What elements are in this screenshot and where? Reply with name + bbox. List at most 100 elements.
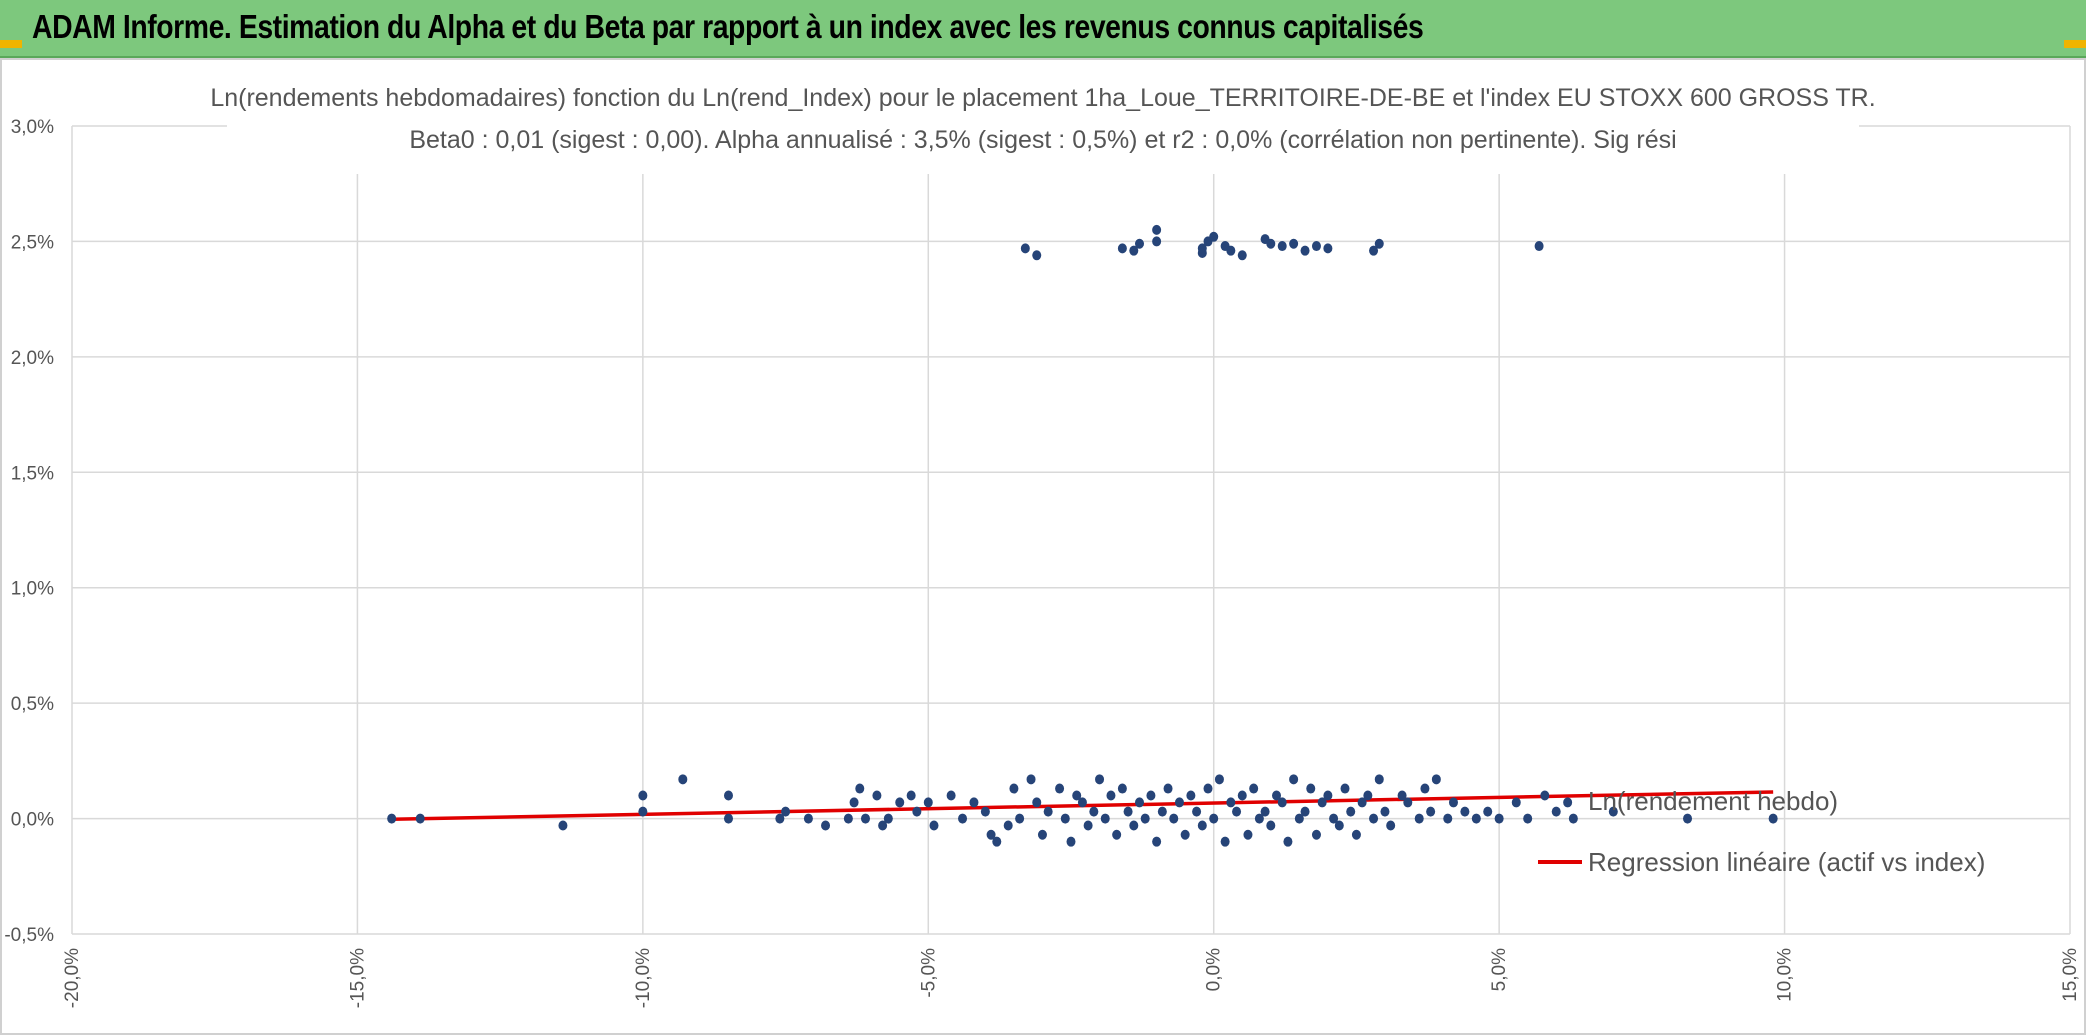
data-point: [1003, 820, 1013, 831]
data-point: [415, 813, 425, 824]
data-point: [1369, 813, 1379, 824]
data-point: [1055, 783, 1065, 794]
data-point: [1043, 806, 1053, 817]
data-point: [1220, 836, 1230, 847]
data-point: [1226, 245, 1236, 256]
data-point: [1397, 790, 1407, 801]
x-tick-label: -10,0%: [633, 948, 654, 1008]
data-point: [1386, 820, 1396, 831]
data-point: [1534, 241, 1544, 252]
data-point: [1374, 238, 1384, 249]
data-point: [1403, 797, 1413, 808]
chart-area: 3,0% 2,5% 2,0% 1,5% 1,0% 0,5% 0,0% -0,5% -20,0% -…: [0, 58, 2086, 1035]
data-point: [1471, 813, 1481, 824]
chart-title-line-1: Ln(rendements hebdomadaires) fonction du…: [210, 84, 1875, 112]
data-point: [1214, 774, 1224, 785]
data-point: [843, 813, 853, 824]
data-point: [1414, 813, 1424, 824]
data-point: [1186, 790, 1196, 801]
data-point: [1192, 806, 1202, 817]
data-point: [946, 790, 956, 801]
data-point: [1551, 806, 1561, 817]
data-point: [849, 797, 859, 808]
data-point: [1563, 797, 1573, 808]
data-point: [1272, 790, 1282, 801]
data-point: [1106, 790, 1116, 801]
data-point: [775, 813, 785, 824]
data-point: [1323, 243, 1333, 254]
data-point: [1009, 783, 1019, 794]
data-point: [1483, 806, 1493, 817]
data-point: [1095, 774, 1105, 785]
data-point: [1123, 806, 1133, 817]
data-point: [1112, 829, 1122, 840]
data-point: [723, 813, 733, 824]
data-point: [1323, 790, 1333, 801]
legend-label-regression: Regression linéaire (actif vs index): [1588, 847, 1985, 877]
data-point: [1380, 806, 1390, 817]
data-point: [1203, 783, 1213, 794]
data-point: [1032, 250, 1042, 261]
data-point: [1117, 783, 1127, 794]
data-point: [1306, 783, 1316, 794]
data-point: [1169, 813, 1179, 824]
y-tick-label: 1,0%: [11, 579, 54, 600]
data-point: [860, 813, 870, 824]
y-tick-label: 1,5%: [11, 463, 54, 484]
data-point: [1311, 829, 1321, 840]
data-point: [1357, 797, 1367, 808]
data-point: [1135, 797, 1145, 808]
data-point: [803, 813, 813, 824]
data-point: [1077, 797, 1087, 808]
data-point: [992, 836, 1002, 847]
data-point: [1180, 829, 1190, 840]
data-point: [1266, 820, 1276, 831]
x-tick-label: -5,0%: [918, 948, 939, 998]
x-tick-label: 15,0%: [2060, 948, 2081, 1002]
data-point: [1311, 241, 1321, 252]
data-point: [1768, 813, 1778, 824]
data-point: [1232, 806, 1242, 817]
data-point: [1460, 806, 1470, 817]
data-point: [1129, 820, 1139, 831]
corner-mark-right: [2064, 40, 2086, 48]
data-point: [1117, 243, 1127, 254]
data-point: [1294, 813, 1304, 824]
data-point: [1060, 813, 1070, 824]
y-tick-label: 0,0%: [11, 810, 54, 831]
data-point: [558, 820, 568, 831]
data-point: [1237, 250, 1247, 261]
data-point: [1237, 790, 1247, 801]
data-point: [1254, 813, 1264, 824]
data-point: [1249, 783, 1259, 794]
data-point: [883, 813, 893, 824]
data-point: [1334, 820, 1344, 831]
data-point: [958, 813, 968, 824]
data-point: [1197, 820, 1207, 831]
data-point: [1283, 836, 1293, 847]
data-point: [1226, 797, 1236, 808]
corner-mark-left: [0, 40, 22, 48]
data-point: [1351, 829, 1361, 840]
data-point: [821, 820, 831, 831]
chart-title: Ln(rendements hebdomadaires) fonction du…: [210, 62, 1876, 174]
data-point: [1140, 813, 1150, 824]
data-point: [1277, 797, 1287, 808]
x-tick-label: 10,0%: [1775, 948, 1796, 1002]
data-point: [1174, 797, 1184, 808]
data-point: [1260, 806, 1270, 817]
data-point: [878, 820, 888, 831]
data-point: [1163, 783, 1173, 794]
data-point: [906, 790, 916, 801]
data-point: [986, 829, 996, 840]
axes: 3,0% 2,5% 2,0% 1,5% 1,0% 0,5% 0,0% -0,5% -20,0% -…: [4, 117, 2081, 1008]
data-point: [929, 820, 939, 831]
data-point: [1066, 836, 1076, 847]
data-point: [1209, 813, 1219, 824]
data-point: [1329, 813, 1339, 824]
data-point: [1317, 797, 1327, 808]
data-point: [638, 806, 648, 817]
data-point: [923, 797, 933, 808]
data-point: [1277, 241, 1287, 252]
data-point: [1374, 774, 1384, 785]
